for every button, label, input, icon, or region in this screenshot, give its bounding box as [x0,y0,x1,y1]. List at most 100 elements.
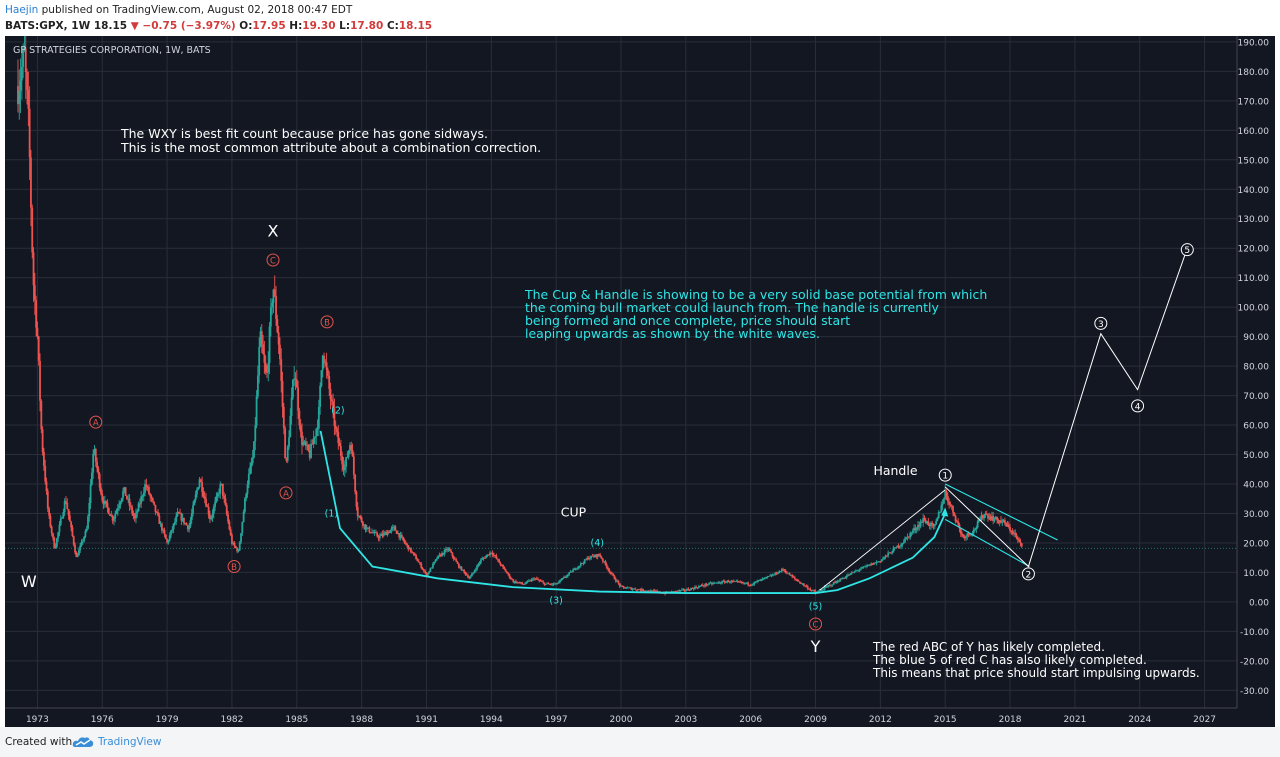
candle-body [996,516,998,521]
candle-body [40,400,43,430]
candle-body [988,516,991,519]
candle-body [940,505,943,512]
candle-body [472,572,475,574]
candle-body [719,583,722,584]
candle-body [585,559,587,561]
candle-body [913,527,915,531]
candle-body [821,589,823,591]
candle-body [299,425,302,432]
candle-body [630,587,633,590]
candle-body [310,443,312,458]
candle-body [861,567,864,569]
candle-body [297,387,299,411]
candle-body [473,570,476,573]
candle-body [534,578,537,580]
candle-body [259,331,262,347]
candle-body [469,576,472,579]
y-tick-label: 10.00 [1243,569,1269,579]
candle-body [810,590,813,592]
x-tick-label: 2006 [739,715,762,725]
red-wave-label: C [270,257,276,267]
candle-body [708,582,711,585]
tradingview-link[interactable]: TradingView [98,736,162,748]
candle-body [301,431,303,446]
candle-body [111,515,114,521]
candle-body [893,547,896,549]
candle-body [795,578,797,580]
candle-body [577,566,580,569]
y-tick-label: 90.00 [1243,333,1269,343]
candle-body [328,375,331,389]
candle-body [434,559,437,562]
cyan-wave-label: (5) [809,601,822,612]
candle-body [19,80,22,91]
y-tick-label: 110.00 [1238,274,1270,284]
candle-body [399,534,402,538]
candle-body [569,571,572,573]
candle-body [68,515,71,522]
candle-body [249,466,252,474]
candle-body [981,514,984,519]
candle-body [652,590,655,593]
ohlc-line: BATS:GPX, 1W 18.15 ▼ −0.75 (−3.97%) O:17… [5,19,432,33]
price-axis-panel [1237,36,1275,727]
candle-body [327,369,329,376]
author-link[interactable]: Haejin [5,4,39,16]
candle-body [279,344,281,360]
candle-body [743,582,746,584]
candle-body [132,513,135,516]
price-chart[interactable]: 18.1512345ABCABC(1)(2)(3)(4)(5)WXYCUPHan… [5,27,1275,727]
open-label: O: [239,20,253,32]
price-change: −0.75 (−3.97%) [142,20,236,32]
candle-body [33,285,36,301]
candle-body [723,581,726,583]
candle-body [355,491,358,507]
candle-body [963,536,966,539]
candle-body [467,575,469,578]
candle-body [909,533,912,538]
candle-body [457,563,460,568]
candle-body [582,563,585,564]
candle-body [748,584,751,586]
candle-body [505,571,508,574]
candle-body [504,569,507,572]
candle-body [530,579,533,582]
candle-body [445,549,447,551]
candle-body [782,569,785,571]
candle-body [127,498,130,500]
candle-body [118,505,121,509]
candle-body [939,511,941,513]
candle-body [206,506,209,508]
candle-body [52,533,54,538]
candle-body [341,456,344,465]
candle-body [1016,537,1019,540]
candle-body [294,378,297,380]
candle-body [391,527,394,529]
time-axis[interactable]: 1973 1976 1979 1982 1985 1988 1991 1994 1997 2000… [5,707,1237,725]
candle-body [561,578,564,580]
candle-body [1005,523,1008,527]
candle-body [1006,524,1009,527]
cup-curve [319,430,947,594]
candle-body [443,550,446,555]
candle-body [625,588,628,589]
candle-body [338,443,341,447]
candle-body [193,500,196,506]
candle-body [105,500,108,504]
candle-body [984,513,987,516]
candle-body [485,555,488,559]
candle-body [579,563,582,566]
price-axis[interactable]: 190.00 180.00 170.00 160.00 150.00 140.00 130.… [1236,36,1275,727]
candle-body [232,542,235,544]
candle-body [164,534,167,539]
chart-container[interactable]: 18.1512345ABCABC(1)(2)(3)(4)(5)WXYCUPHan… [5,27,1275,727]
candle-body [608,569,611,572]
candle-body [23,48,26,51]
candle-body [329,388,332,400]
candle-body [349,445,351,451]
candle-body [474,569,477,571]
candle-body [1002,519,1005,522]
candle-body [432,563,434,568]
candle-body [517,582,520,584]
candle-body [437,555,440,559]
